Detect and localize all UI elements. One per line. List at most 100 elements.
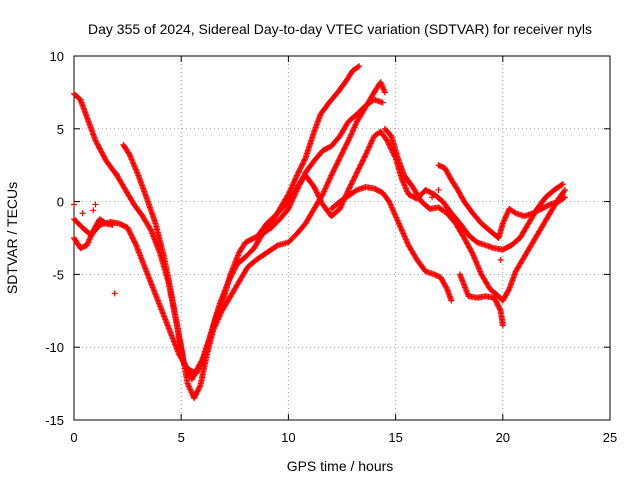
x-tick-label: 5 bbox=[178, 430, 185, 445]
data-point-track-3 bbox=[130, 236, 137, 243]
data-point-track-1 bbox=[294, 171, 301, 178]
data-point-track-4 bbox=[348, 180, 355, 187]
data-point-track-10 bbox=[92, 201, 99, 208]
data-point-track-2 bbox=[330, 168, 337, 175]
data-point-track-4 bbox=[317, 196, 324, 203]
data-point-track-2 bbox=[334, 158, 341, 165]
data-point-track-2 bbox=[342, 142, 349, 149]
data-point-track-2 bbox=[340, 146, 347, 153]
y-tick-label: 5 bbox=[57, 122, 64, 137]
data-point-track-2 bbox=[329, 169, 336, 176]
data-point-track-3 bbox=[127, 230, 134, 237]
data-point-track-10 bbox=[435, 186, 442, 193]
data-point-track-9 bbox=[496, 305, 503, 312]
data-point-track-7 bbox=[560, 195, 567, 202]
data-point-track-10 bbox=[90, 207, 97, 214]
data-point-track-2 bbox=[192, 392, 199, 399]
data-point-track-4 bbox=[313, 188, 320, 195]
data-point-track-4 bbox=[357, 161, 364, 168]
x-tick-label: 25 bbox=[603, 430, 617, 445]
data-point-track-2 bbox=[341, 145, 348, 152]
data-point-track-3 bbox=[129, 234, 136, 241]
data-point-track-9 bbox=[493, 298, 500, 305]
data-point-track-1 bbox=[354, 64, 361, 71]
data-point-track-2 bbox=[336, 154, 343, 161]
data-point-track-4 bbox=[311, 184, 318, 191]
x-tick-label: 0 bbox=[70, 430, 77, 445]
data-point-track-4 bbox=[346, 185, 353, 192]
data-point-track-4 bbox=[387, 145, 394, 152]
data-point-track-4 bbox=[318, 198, 325, 205]
data-point-track-2 bbox=[339, 149, 346, 156]
data-point-track-3 bbox=[131, 238, 138, 245]
data-point-track-4 bbox=[384, 137, 391, 144]
data-point-track-4 bbox=[361, 154, 368, 161]
data-point-track-4 bbox=[356, 164, 363, 171]
data-point-track-10 bbox=[113, 170, 120, 177]
data-point-track-4 bbox=[558, 181, 565, 188]
data-point-track-1 bbox=[299, 161, 306, 168]
data-point-track-2 bbox=[196, 383, 203, 390]
data-point-track-2 bbox=[338, 152, 345, 159]
data-point-track-2 bbox=[332, 162, 339, 169]
data-point-track-2 bbox=[340, 148, 347, 155]
data-point-track-2 bbox=[273, 243, 280, 250]
data-point-track-4 bbox=[348, 181, 355, 188]
data-point-track-3 bbox=[126, 228, 133, 235]
data-point-track-2 bbox=[328, 171, 335, 178]
data-point-track-2 bbox=[328, 172, 335, 179]
data-point-track-7 bbox=[511, 209, 518, 216]
data-point-track-4 bbox=[314, 190, 321, 197]
data-point-track-2 bbox=[333, 161, 340, 168]
data-point-track-2 bbox=[192, 391, 199, 398]
data-point-track-2 bbox=[191, 395, 198, 402]
data-point-track-5 bbox=[443, 284, 450, 291]
data-point-track-4 bbox=[355, 166, 362, 173]
data-point-track-3 bbox=[129, 235, 136, 242]
data-point-track-10 bbox=[497, 256, 504, 263]
data-point-track-2 bbox=[381, 89, 388, 96]
x-axis-label: GPS time / hours bbox=[287, 458, 394, 474]
data-point-track-9 bbox=[491, 296, 498, 303]
data-point-track-4 bbox=[350, 176, 357, 183]
data-point-track-6 bbox=[561, 186, 568, 193]
data-point-track-3 bbox=[131, 239, 138, 246]
data-point-track-4 bbox=[311, 185, 318, 192]
data-point-track-2 bbox=[191, 393, 198, 400]
data-point-track-3 bbox=[379, 99, 386, 106]
data-point-track-1 bbox=[301, 156, 308, 163]
data-point-track-9 bbox=[495, 303, 502, 310]
data-point-track-4 bbox=[384, 138, 391, 145]
data-point-track-9 bbox=[491, 294, 498, 301]
y-tick-label: -15 bbox=[45, 413, 64, 428]
data-point-track-1 bbox=[356, 63, 363, 70]
data-point-track-2 bbox=[194, 388, 201, 395]
data-marks bbox=[71, 63, 568, 402]
data-point-track-1 bbox=[298, 162, 305, 169]
data-point-track-4 bbox=[388, 146, 395, 153]
data-point-track-4 bbox=[352, 173, 359, 180]
data-point-track-9 bbox=[499, 322, 506, 329]
y-axis-label: SDTVAR / TECUs bbox=[4, 182, 20, 294]
data-point-track-7 bbox=[561, 194, 568, 201]
data-point-track-2 bbox=[194, 387, 201, 394]
data-point-track-2 bbox=[336, 156, 343, 163]
data-point-track-1 bbox=[297, 165, 304, 172]
data-point-track-3 bbox=[128, 232, 135, 239]
data-point-track-4 bbox=[346, 184, 353, 191]
data-point-track-4 bbox=[359, 158, 366, 165]
data-point-track-1 bbox=[293, 172, 300, 179]
data-point-track-10 bbox=[111, 290, 118, 297]
y-tick-label: -10 bbox=[45, 340, 64, 355]
data-point-track-4 bbox=[360, 156, 367, 163]
data-point-track-4 bbox=[345, 186, 352, 193]
data-point-track-4 bbox=[316, 194, 323, 201]
tick-layer: 0 5 10 15 20 25 -15 -10 -5 0 5 10 bbox=[45, 49, 617, 445]
data-point-track-5 bbox=[352, 187, 359, 194]
data-point-track-1 bbox=[295, 168, 302, 175]
data-point-track-3 bbox=[198, 360, 205, 367]
data-point-track-6 bbox=[505, 287, 512, 294]
data-point-track-3 bbox=[125, 227, 132, 234]
data-point-track-4 bbox=[347, 182, 354, 189]
data-point-track-10 bbox=[71, 201, 77, 208]
